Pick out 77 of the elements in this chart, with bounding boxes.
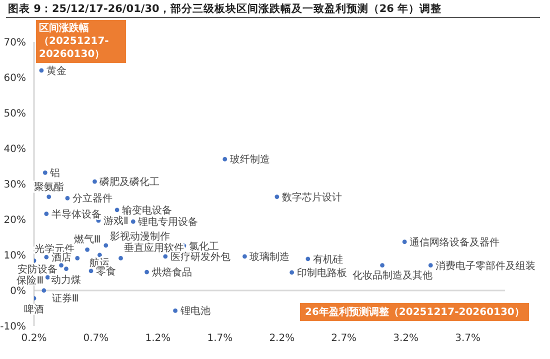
point <box>44 254 49 260</box>
point <box>65 196 70 200</box>
point <box>88 268 94 274</box>
y-tick-label: 50% <box>4 108 26 120</box>
point <box>44 212 49 216</box>
data-label: 啤酒 <box>24 303 44 316</box>
point <box>290 270 294 275</box>
x-tick-label: 0.2% <box>21 333 47 344</box>
data-label: 保险Ⅲ <box>16 274 44 286</box>
data-label: 磷肥及磷化工 <box>98 176 160 188</box>
data-label: 化妆品制造及其他 <box>352 269 432 282</box>
data-label: 锂电专用设备 <box>137 216 198 228</box>
point <box>130 219 136 224</box>
point <box>118 256 123 260</box>
data-label: 玻纤制造 <box>230 154 270 166</box>
data-label: 消费电子零部件及组装 <box>436 260 536 272</box>
point <box>144 270 149 274</box>
data-label: 医疗研发外包 <box>170 250 230 263</box>
point <box>163 254 168 259</box>
point <box>242 254 247 259</box>
point <box>104 243 108 248</box>
point <box>92 179 97 184</box>
data-label: 锂电池 <box>179 305 210 318</box>
y-tick-label: 70% <box>4 38 26 49</box>
x-tick-label: 2.2% <box>269 333 295 344</box>
point <box>39 68 44 73</box>
data-label: 氯化工 <box>188 240 219 252</box>
point <box>428 263 433 268</box>
x-axis-title: 26年盈利预测调整（20251217-20260130） <box>300 303 530 321</box>
data-label: 烘焙食品 <box>152 266 192 279</box>
y-tick-label: 20% <box>4 215 26 226</box>
y-tick-label: -10% <box>0 322 26 333</box>
y-tick-label: 0% <box>10 286 26 298</box>
point <box>402 240 407 244</box>
point <box>173 308 178 313</box>
point <box>42 288 46 293</box>
point <box>85 247 90 252</box>
point <box>46 194 52 199</box>
x-tick-label: 1.7% <box>207 333 233 344</box>
data-label: 印制电路板 <box>296 266 347 279</box>
data-label: 聚氨酯 <box>34 180 64 193</box>
x-tick-label: 3.2% <box>393 333 419 344</box>
y-tick-label: 40% <box>4 144 26 156</box>
y-tick-label: 30% <box>4 180 26 191</box>
point <box>75 256 80 260</box>
point <box>380 263 384 268</box>
data-label: 输变电设备 <box>122 204 172 216</box>
point <box>59 263 64 268</box>
data-label: 通信网络设备及器件 <box>410 236 500 248</box>
y-axis-title: 区间涨跌幅（20251217-20260130） <box>36 20 126 63</box>
point <box>274 194 280 199</box>
x-tick-label: 2.7% <box>331 333 357 344</box>
data-label: 分立器件 <box>72 192 112 205</box>
point <box>114 208 120 212</box>
data-label: 安防设备 <box>17 263 58 276</box>
x-tick-label: 0.7% <box>83 333 109 344</box>
x-tick-label: 3.7% <box>455 333 481 344</box>
point <box>42 170 48 175</box>
data-label: 零食 <box>96 265 116 278</box>
data-label: 动力煤 <box>51 274 82 286</box>
data-label: 燃气Ⅲ <box>74 234 101 246</box>
point <box>306 256 310 262</box>
point <box>64 266 68 272</box>
x-tick-label: 1.2% <box>145 333 171 344</box>
data-label: 有机硅 <box>312 253 343 266</box>
data-label: 半导体设备 <box>51 208 102 220</box>
data-label: 影视动漫制作 <box>110 230 170 242</box>
data-label: 铝 <box>49 168 60 180</box>
data-label: 玻璃制造 <box>250 250 290 263</box>
data-label: 黄金 <box>46 64 66 77</box>
data-label: 证券Ⅲ <box>52 292 79 304</box>
y-tick-label: 60% <box>4 73 26 84</box>
point <box>222 156 228 162</box>
data-label: 数字芯片设计 <box>282 191 342 204</box>
chart-title: 图表 9：25/12/17-26/01/30，部分三级板块区间涨跌幅及一致盈利预测（26 年）调整 <box>8 2 442 16</box>
y-tick-label: 10% <box>4 250 26 262</box>
data-label: 游戏Ⅱ <box>103 215 128 228</box>
